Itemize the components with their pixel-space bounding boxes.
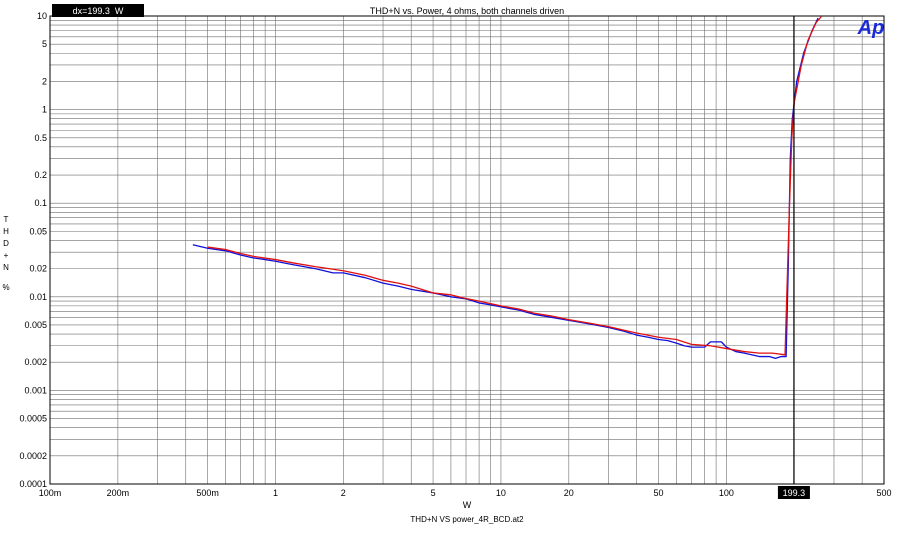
y-axis-label-char: N [3, 263, 9, 272]
x-axis-label: W [463, 500, 472, 510]
y-tick-label: 0.0001 [19, 479, 47, 489]
x-tick-label: 100 [719, 488, 734, 498]
cursor-label-box [777, 486, 810, 499]
y-axis-label-char: D [3, 239, 9, 248]
tick-labels: 100m200m500m125102050100200500105210.50.… [19, 11, 891, 498]
y-tick-label: 0.0002 [19, 451, 47, 461]
y-tick-label: 0.01 [29, 292, 47, 302]
cursor[interactable]: 199.3 [777, 16, 810, 499]
x-tick-label: 5 [431, 488, 436, 498]
x-tick-label: 500m [196, 488, 219, 498]
cursor-label: 199.3 [783, 488, 806, 498]
readout-box: dx=199.3 W [52, 4, 144, 17]
y-tick-label: 2 [42, 76, 47, 86]
footer-filename: THD+N VS power_4R_BCD.at2 [410, 515, 524, 524]
y-tick-label: 10 [37, 11, 47, 21]
series [192, 15, 823, 359]
series-line-1 [192, 17, 819, 359]
y-tick-label: 0.005 [24, 320, 47, 330]
ap-logo: Ap [857, 17, 885, 39]
x-tick-label: 50 [653, 488, 663, 498]
y-tick-label: 0.002 [24, 357, 47, 367]
y-tick-label: 0.001 [24, 385, 47, 395]
grid [50, 16, 884, 484]
x-tick-label: 10 [496, 488, 506, 498]
series-line-2 [207, 15, 823, 356]
x-tick-label: 1 [273, 488, 278, 498]
x-tick-label: 500 [876, 488, 891, 498]
x-tick-label: 200m [107, 488, 130, 498]
y-tick-label: 0.05 [29, 226, 47, 236]
y-axis-label-char: T [4, 215, 9, 224]
y-tick-label: 0.02 [29, 264, 47, 274]
x-tick-label: 100m [39, 488, 62, 498]
x-tick-label: 20 [564, 488, 574, 498]
plot-frame [49, 15, 885, 485]
y-axis-label-char: H [3, 227, 9, 236]
y-axis-label: THD + N [3, 215, 9, 272]
readout-text: dx=199.3 W [73, 6, 124, 16]
y-axis-label-char: + [4, 251, 9, 260]
chart-title: THD+N vs. Power, 4 ohms, both channels d… [370, 6, 564, 16]
y-tick-label: 1 [42, 105, 47, 115]
y-tick-label: 5 [42, 39, 47, 49]
y-tick-label: 0.5 [34, 133, 47, 143]
y-tick-label: 0.2 [34, 170, 47, 180]
y-tick-label: 0.1 [34, 198, 47, 208]
y-tick-label: 0.0005 [19, 414, 47, 424]
y-axis-unit: % [2, 283, 9, 292]
x-tick-label: 2 [341, 488, 346, 498]
